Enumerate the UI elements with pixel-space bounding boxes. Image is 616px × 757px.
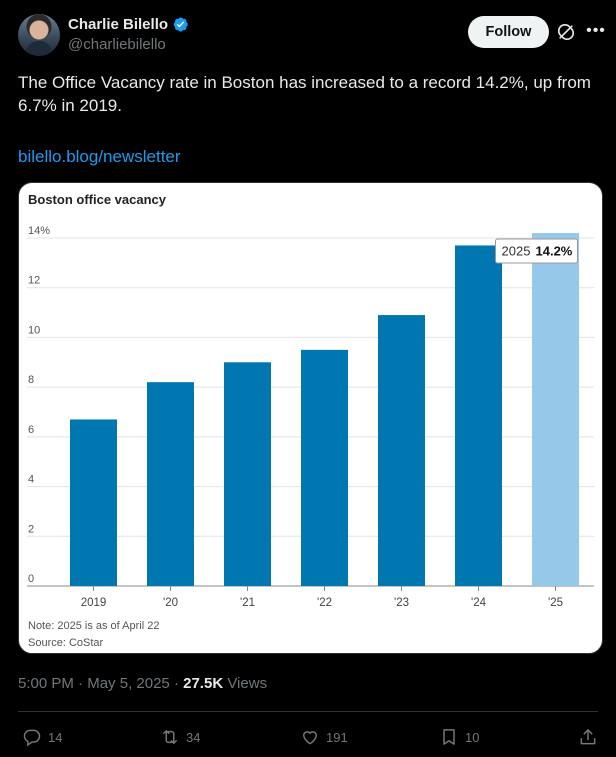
chart-image[interactable]: Boston office vacancy 0 2 4 6 8 10 12 14% 2019 '2… xyxy=(18,182,603,654)
author-name[interactable]: Charlie Bilello xyxy=(68,16,169,33)
author-info: Charlie Bilello @charliebilello xyxy=(68,16,189,53)
share-button[interactable] xyxy=(578,722,598,752)
tweet-date[interactable]: May 5, 2025 xyxy=(87,675,170,692)
reply-icon xyxy=(23,729,41,747)
y-tick-label: 10 xyxy=(28,324,40,336)
divider xyxy=(18,711,598,712)
repost-icon xyxy=(163,730,177,744)
chart-note: Note: 2025 is as of April 22 xyxy=(28,620,160,632)
verified-badge-icon xyxy=(173,17,188,32)
y-tick-label: 4 xyxy=(28,474,34,486)
y-tick-label: 12 xyxy=(28,275,40,287)
reply-count: 14 xyxy=(48,729,63,745)
bar xyxy=(532,233,579,586)
like-button[interactable]: 191 xyxy=(300,722,348,752)
bar xyxy=(70,419,117,586)
x-tick-label: '20 xyxy=(163,597,178,609)
bar-chart: 0 2 4 6 8 10 12 14% 2019 '20 '21 '22 '23 '24 '25 2025 14… xyxy=(27,225,594,609)
author-handle[interactable]: @charliebilello xyxy=(68,36,166,53)
y-tick-label: 6 xyxy=(28,424,34,436)
x-tick-label: '21 xyxy=(240,597,255,609)
meta-separator: · xyxy=(78,675,84,692)
heart-icon xyxy=(302,731,318,745)
views-label: Views xyxy=(227,675,268,692)
author-name-row: Charlie Bilello xyxy=(68,16,189,33)
bar xyxy=(378,315,425,586)
chart-source: Source: CoStar xyxy=(28,637,104,649)
views-count: 27.5K xyxy=(183,675,224,692)
meta-separator: · xyxy=(173,675,179,692)
data-label-year: 2025 xyxy=(502,244,531,259)
bar xyxy=(147,382,194,586)
bar xyxy=(455,245,502,586)
bookmark-icon xyxy=(443,729,455,745)
x-tick-label: '24 xyxy=(471,597,487,609)
x-tick-label: '22 xyxy=(317,597,332,609)
bookmark-button[interactable]: 10 xyxy=(439,722,479,752)
bar xyxy=(224,362,271,586)
y-tick-label: 14% xyxy=(28,225,50,237)
bar xyxy=(301,349,348,586)
y-tick-label: 8 xyxy=(28,374,34,386)
tweet-header: Charlie Bilello @charliebilello Follow •… xyxy=(18,14,605,58)
action-bar: 14 34 191 10 xyxy=(0,722,616,752)
x-tick-label: '25 xyxy=(548,597,563,609)
like-count: 191 xyxy=(326,729,348,745)
data-label-value: 14.2% xyxy=(536,244,573,259)
x-tick-label: 2019 xyxy=(81,597,107,609)
data-label-box xyxy=(495,238,578,264)
share-icon xyxy=(580,729,596,745)
tweet-meta: 5:00 PM · May 5, 2025 · 27.5K Views xyxy=(18,675,267,692)
tweet-time[interactable]: 5:00 PM xyxy=(18,675,74,692)
y-tick-label: 0 xyxy=(28,573,34,585)
tweet-link[interactable]: bilello.blog/newsletter xyxy=(18,147,181,166)
bookmark-count: 10 xyxy=(465,729,480,745)
repost-count: 34 xyxy=(186,729,201,745)
repost-button[interactable]: 34 xyxy=(160,722,200,752)
x-tick-label: '23 xyxy=(394,597,409,609)
grok-icon[interactable] xyxy=(556,22,576,42)
avatar[interactable] xyxy=(18,14,60,56)
reply-button[interactable]: 14 xyxy=(22,722,62,752)
more-options-icon[interactable]: ••• xyxy=(586,22,606,39)
y-tick-label: 2 xyxy=(28,523,34,535)
chart-title: Boston office vacancy xyxy=(28,192,166,207)
follow-button[interactable]: Follow xyxy=(468,16,549,48)
tweet-text: The Office Vacancy rate in Boston has in… xyxy=(18,73,591,115)
